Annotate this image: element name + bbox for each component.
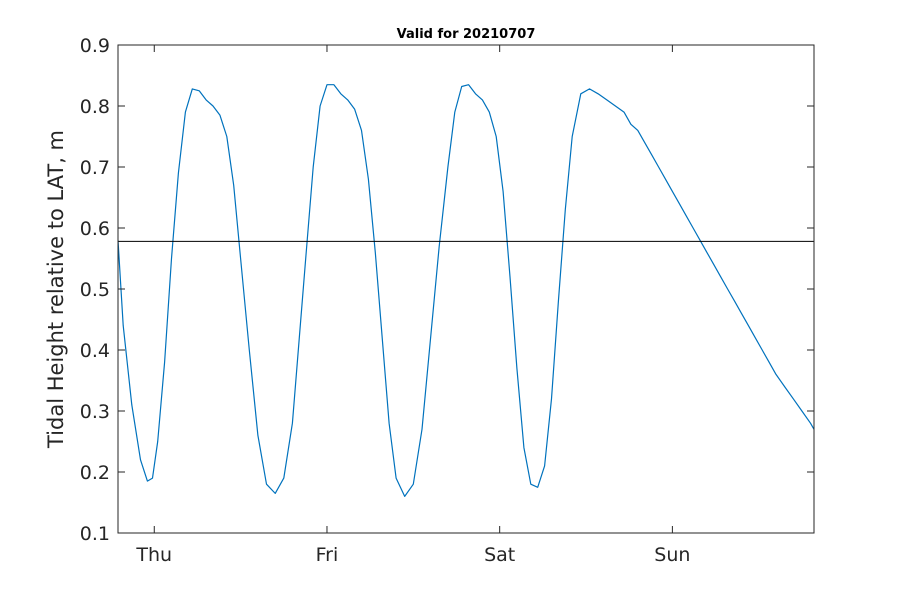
y-axis-ticks: 0.1 0.2 0.3 0.4 0.5 0.6 0.7 0.8 0.9 — [80, 35, 814, 545]
series-line-1 — [118, 84, 814, 497]
y-tick-label: 0.4 — [80, 340, 110, 362]
x-tick-label: Sat — [484, 544, 515, 566]
y-tick-label: 0.8 — [80, 96, 110, 118]
y-tick-label: 0.9 — [80, 35, 110, 57]
y-tick-label: 0.3 — [80, 401, 110, 423]
x-axis-ticks: Thu Fri Sat Sun — [135, 45, 690, 566]
y-tick-label: 0.5 — [80, 279, 110, 301]
series-layer — [118, 84, 814, 497]
y-tick-label: 0.7 — [80, 157, 110, 179]
x-tick-label: Sun — [654, 544, 690, 566]
x-tick-label: Fri — [316, 544, 339, 566]
chart-title: Valid for 20210707 — [397, 27, 536, 42]
x-tick-label: Thu — [135, 544, 172, 566]
plot-area — [118, 45, 814, 533]
y-tick-label: 0.6 — [80, 218, 110, 240]
y-tick-label: 0.2 — [80, 462, 110, 484]
y-axis-title: Tidal Height relative to LAT, m — [44, 130, 68, 449]
y-tick-label: 0.1 — [80, 523, 110, 545]
